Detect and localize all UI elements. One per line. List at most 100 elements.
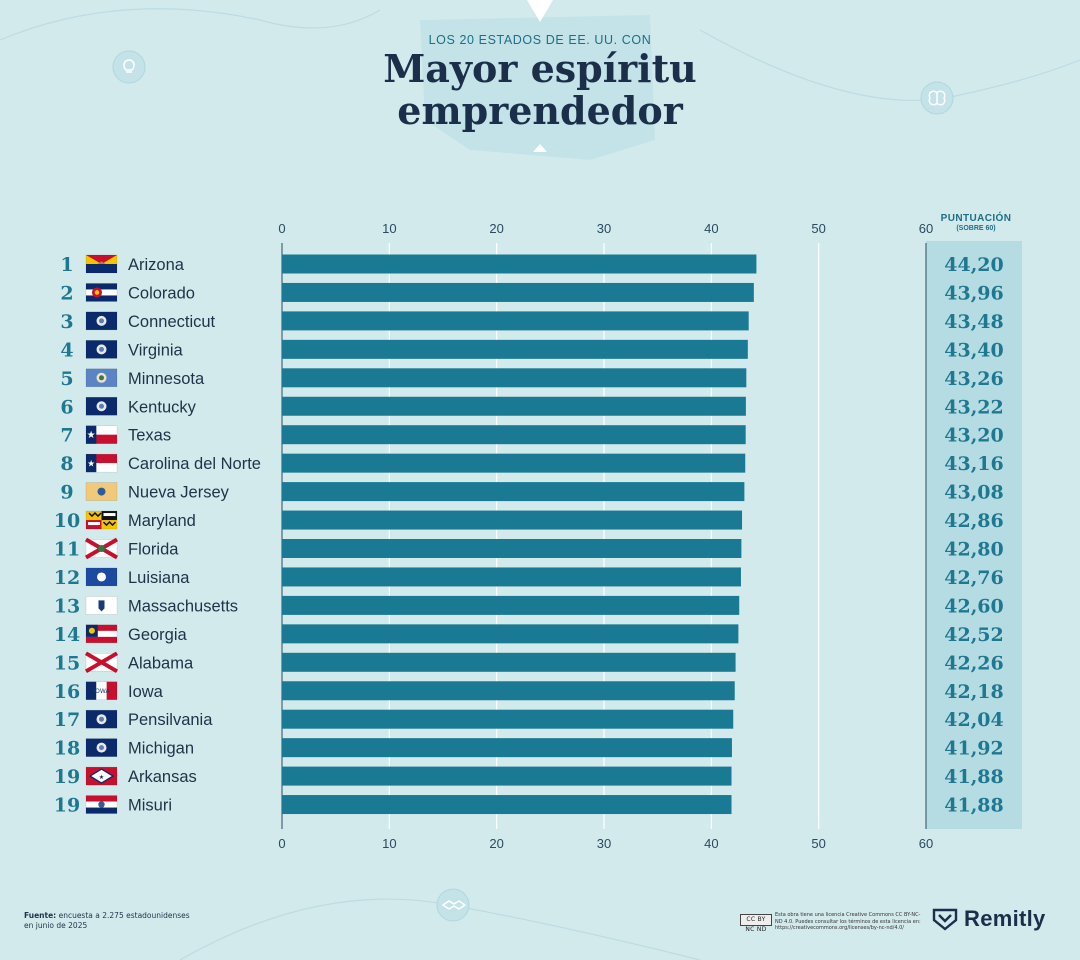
- state-label: Misuri: [128, 797, 172, 815]
- rank-label: 15: [54, 652, 80, 674]
- bar: [282, 795, 732, 815]
- top-notch-icon: [527, 0, 553, 22]
- chart-row: 4 Virginia 43,40: [60, 339, 1003, 361]
- rank-label: 6: [60, 396, 73, 418]
- michigan-flag-icon: [85, 738, 118, 757]
- x-tick-label-bottom: 60: [919, 836, 933, 851]
- brand-name: Remitly: [964, 906, 1046, 931]
- bar: [282, 482, 745, 502]
- state-label: Connecticut: [128, 313, 216, 331]
- state-label: Virginia: [128, 341, 184, 359]
- rank-label: 12: [54, 567, 80, 589]
- score-header-subtitle: (SOBRE 60): [956, 225, 996, 232]
- rank-label: 11: [54, 539, 80, 561]
- bar: [282, 681, 735, 701]
- rank-label: 19: [54, 795, 80, 817]
- svg-text:IOWA: IOWA: [93, 688, 110, 695]
- arkansas-flag-icon: ★: [85, 766, 118, 786]
- score-label: 43,40: [944, 339, 1004, 361]
- bar: [282, 567, 741, 587]
- score-label: 41,88: [944, 766, 1004, 788]
- rank-label: 16: [54, 681, 80, 703]
- lightbulb-icon: [112, 50, 146, 84]
- svg-text:★: ★: [87, 430, 96, 441]
- chart-row: 12 Luisiana 42,76: [54, 567, 1004, 589]
- bar: [282, 738, 732, 758]
- chart-row: 19 ★ Arkansas 41,88: [54, 766, 1004, 788]
- rank-label: 18: [54, 738, 80, 760]
- bar: [282, 595, 740, 615]
- chart-row: 11 Florida 42,80: [54, 537, 1004, 561]
- chart-row: 9 Nueva Jersey 43,08: [60, 482, 1003, 504]
- north-carolina-flag-icon: ★: [85, 453, 118, 473]
- chart-row: 15 Alabama 42,26: [54, 651, 1004, 674]
- bar: [282, 282, 754, 302]
- score-label: 42,26: [944, 652, 1004, 674]
- score-label: 42,52: [944, 624, 1004, 646]
- rank-label: 10: [54, 510, 80, 532]
- state-label: Kentucky: [128, 398, 197, 416]
- state-label: Colorado: [128, 284, 195, 302]
- chart-row: 13 Massachusetts 42,60: [54, 595, 1004, 617]
- title-line-1: Mayor espíritu: [383, 46, 697, 91]
- chart-row: 10 Maryland 42,86: [54, 510, 1004, 532]
- score-panel: [926, 241, 1022, 829]
- texas-flag-icon: ★: [85, 425, 118, 445]
- state-label: Arizona: [128, 256, 185, 274]
- bar: [282, 624, 739, 644]
- virginia-flag-icon: [85, 340, 118, 359]
- bar: [282, 396, 746, 416]
- source-text-2: en junio de 2025: [24, 921, 88, 930]
- x-tick-label-bottom: 20: [489, 836, 503, 851]
- chart-row: 2 Colorado 43,96: [60, 282, 1003, 304]
- chart-row: 19 Misuri 41,88: [54, 795, 1004, 817]
- score-label: 43,48: [944, 311, 1004, 333]
- score-label: 42,04: [944, 709, 1004, 731]
- x-tick-label-bottom: 50: [811, 836, 825, 851]
- score-label: 42,76: [944, 567, 1004, 589]
- chart-row: 3 Connecticut 43,48: [60, 311, 1003, 333]
- state-label: Maryland: [128, 512, 196, 530]
- alabama-flag-icon: [84, 651, 119, 674]
- svg-text:★: ★: [87, 460, 95, 470]
- state-label: Pensilvania: [128, 711, 213, 729]
- x-tick-label-bottom: 40: [704, 836, 718, 851]
- remitly-logo: Remitly: [932, 906, 1046, 932]
- x-tick-label-bottom: 10: [382, 836, 396, 851]
- georgia-flag-icon: [85, 624, 118, 644]
- rank-label: 3: [60, 311, 73, 333]
- state-label: Luisiana: [128, 569, 190, 587]
- rank-label: 5: [60, 368, 73, 390]
- state-label: Iowa: [128, 683, 164, 701]
- state-label: Arkansas: [128, 768, 197, 786]
- state-label: Texas: [128, 427, 171, 445]
- score-label: 43,26: [944, 368, 1004, 390]
- rank-label: 1: [60, 254, 73, 276]
- rank-label: 8: [60, 453, 73, 475]
- chart-title: Mayor espíritu emprendedor: [0, 48, 1080, 132]
- bar: [282, 339, 748, 359]
- florida-flag-icon: [84, 537, 119, 560]
- new-jersey-flag-icon: [85, 482, 118, 501]
- score-label: 43,16: [944, 453, 1004, 475]
- score-label: 43,96: [944, 282, 1004, 304]
- x-tick-label-bottom: 0: [278, 836, 285, 851]
- x-tick-label-bottom: 30: [597, 836, 611, 851]
- score-label: 41,92: [944, 738, 1004, 760]
- iowa-flag-icon: IOWA: [85, 681, 118, 701]
- state-label: Florida: [128, 541, 179, 559]
- score-label: 43,20: [944, 425, 1004, 447]
- handshake-icon: [436, 888, 470, 922]
- state-label: Georgia: [128, 626, 188, 644]
- source-label: Fuente:: [24, 911, 57, 920]
- bar: [282, 539, 742, 558]
- minnesota-flag-icon: [85, 368, 118, 388]
- bar: [282, 425, 746, 445]
- x-tick-label-top: 0: [278, 221, 285, 236]
- state-label: Alabama: [128, 654, 194, 672]
- colorado-flag-icon: [85, 283, 118, 302]
- source-note: Fuente: encuesta a 2.275 estadounidenses…: [24, 911, 190, 931]
- chart-row: 1 Arizona 44,20: [60, 254, 1003, 276]
